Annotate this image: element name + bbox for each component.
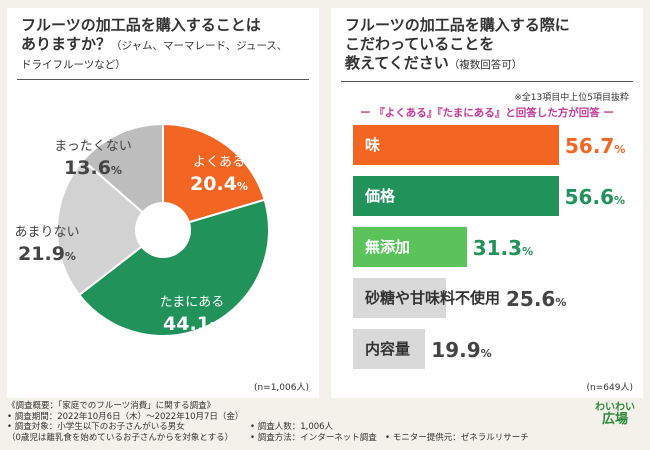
bar-1 [353,125,559,165]
pie-label-3: あまりない [14,225,79,240]
left-title-line3: ドライフルーツなど） [21,59,126,71]
footer-period: • 調査期間：2022年10月6日（木）～2022年10月7日（金） [7,411,244,422]
bar-row-1: 味 56.7% [353,125,643,165]
bar-row-5: 内容量 19.9% [353,329,643,369]
footer-target-note: （0歳児は離乳食を始めているお子さんからを対象とする） [7,432,234,443]
pie-chart: よくある 20.4% たまにある 44.1% あまりない 21.9% まったくない 13.6% [14,122,270,337]
bar-value-2: 56.6% [564,185,626,209]
pie-value-2: 44.1% [163,313,221,335]
top5-note: ※全13項目中上位5項目抜粋 [514,93,629,103]
footer-survey-title: 《調査概要：「家庭でのフルーツ消費」に関する調査》 [7,401,216,411]
left-n-label: (n=1,006人) [253,383,309,393]
bar-label-4: 砂糖や甘味料不使用 [365,289,501,307]
right-title-line3-main: 教えてください [345,54,449,72]
footer-col3: • モニター提供元：ゼネラルリサーチ [385,433,529,444]
right-panel: フルーツの加工品を購入する際に こだわっていることを 教えてください（複数回答可… [331,8,643,398]
left-title-rule [17,79,309,80]
pie-value-1: 20.4% [190,173,248,195]
footer-col2: • 調査人数：1,006人 • 調査方法：インターネット調査 [250,422,377,443]
bar-5 [353,329,426,369]
pie-value-3: 21.9% [18,243,76,265]
pie-center-hole [135,202,191,258]
footer-provider: • モニター提供元：ゼネラルリサーチ [385,432,529,443]
left-title-line1: フルーツの加工品を購入することは [21,16,261,34]
bar-label-2: 価格 [365,187,396,205]
footer-method: • 調査方法：インターネット調査 [250,432,377,443]
right-title-line1: フルーツの加工品を購入する際に [345,16,570,34]
pie-label-4: まったくない [54,139,131,154]
waiwai-hiroba-logo: わいわい 広場 [590,402,640,446]
bar-value-5: 19.9% [431,338,492,362]
pie-value-4: 13.6% [64,157,122,179]
bar-value-3: 31.3% [472,236,534,260]
survey-footer: 《調査概要：「家庭でのフルーツ消費」に関する調査》 • 調査期間：2022年10… [7,401,567,447]
bar-label-5: 内容量 [365,340,411,358]
left-title-line2-sub: （ジャム、マーマレード、ジュース、 [111,40,288,52]
logo-line2: 広場 [601,412,628,427]
bar-label-1: 味 [365,136,381,154]
right-question-title: フルーツの加工品を購入する際に こだわっていることを 教えてください（複数回答可… [345,16,635,75]
pie-slice-3 [56,158,165,297]
bar-row-4: 砂糖や甘味料不使用 25.6% [353,278,643,318]
footer-target: • 調査対象：小学生以下のお子さんがいる男女 [7,422,185,432]
right-title-line2: こだわっていることを [345,35,495,53]
right-title-rule [341,81,633,82]
pie-slice-1 [162,122,266,232]
bar-label-3: 無添加 [365,238,411,256]
pie-slice-4 [81,122,164,233]
pie-label-1: よくある [193,155,245,170]
left-panel: フルーツの加工品を購入することは ありますか？（ジャム、マーマレード、ジュース、… [7,8,319,398]
footer-col1: 《調査概要：「家庭でのフルーツ消費」に関する調査》 • 調査期間：2022年10… [7,401,243,443]
respondent-note: ー 『よくある』『たまにある』と回答した方が回答 ー [360,107,614,119]
bar-value-1: 56.7% [565,134,626,158]
right-n-label: (n=649人) [586,383,633,393]
bar-2 [353,176,559,216]
bar-4 [353,278,446,318]
left-title-line2-main: ありますか？ [21,35,112,53]
left-question-title: フルーツの加工品を購入することは ありますか？（ジャム、マーマレード、ジュース、… [21,16,311,75]
bar-3 [353,227,467,267]
bar-row-2: 価格 56.6% [353,176,643,216]
bar-row-3: 無添加 31.3% [353,227,643,267]
logo-line1: わいわい [595,402,635,413]
pie-label-2: たまにある [160,295,225,310]
pie-slice-2 [77,198,270,337]
footer-count: • 調査人数：1,006人 [250,422,334,432]
bar-value-4: 25.6% [506,287,567,311]
right-title-line3-sub: （複数回答可） [448,59,523,71]
